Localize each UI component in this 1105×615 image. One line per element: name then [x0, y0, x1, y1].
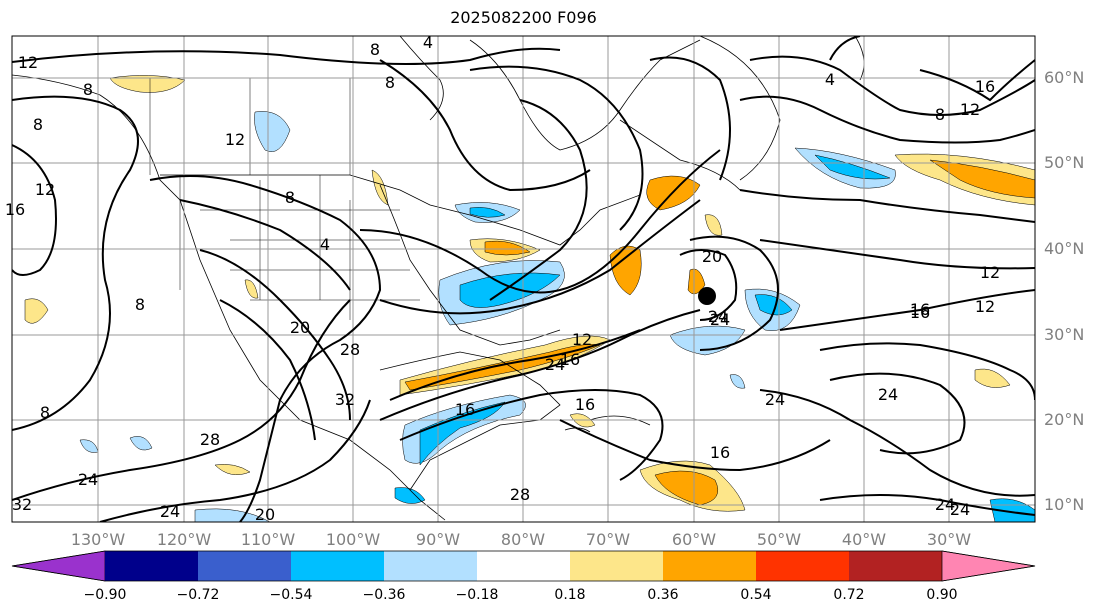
latitude-label: 50°N: [1044, 153, 1085, 172]
contour-label: 8: [135, 295, 145, 314]
colorbar-tick-label: −0.90: [83, 587, 127, 603]
contour-label: 28: [340, 340, 360, 359]
latitude-label: 60°N: [1044, 68, 1085, 87]
contour-label: 20: [255, 505, 275, 524]
contour-lines: [12, 36, 1035, 522]
contour-label: 16: [5, 200, 25, 219]
contour-label: 24: [160, 502, 180, 521]
contour-label: 24: [950, 500, 970, 519]
contour-label: 24: [878, 385, 898, 404]
contour-label: 8: [370, 40, 380, 59]
colorbar-tick-label: −0.54: [269, 587, 313, 603]
shading-negative: [79, 111, 1035, 522]
contour-label: 28: [510, 485, 530, 504]
contour-label: 8: [935, 105, 945, 124]
colorbar-tick-label: −0.36: [362, 587, 406, 603]
colorbar-segment: [849, 551, 942, 581]
contour-label: 24: [765, 390, 785, 409]
colorbar-extend-low: [11, 550, 106, 582]
colorbar-tick-label: 0.36: [647, 587, 679, 603]
longitude-label: 70°W: [585, 530, 631, 549]
longitude-label: 100°W: [325, 530, 381, 549]
longitude-label: 80°W: [500, 530, 546, 549]
longitude-label: 130°W: [70, 530, 126, 549]
contour-label: 16: [710, 443, 730, 462]
contour-label: 20: [290, 318, 310, 337]
contour-label: 16: [910, 300, 930, 319]
contour-label: 24: [935, 495, 955, 514]
contour-label: 8: [285, 188, 295, 207]
latitude-label: 10°N: [1044, 495, 1085, 514]
contour-label: 32: [335, 390, 355, 409]
coastlines: [12, 36, 865, 521]
contour-label: 16: [910, 303, 930, 322]
colorbar-tick-label: 0.72: [833, 587, 865, 603]
contour-label: 24: [78, 470, 98, 489]
longitude-label: 50°W: [756, 530, 802, 549]
contour-label: 8: [83, 80, 93, 99]
contour-label: 32: [12, 495, 32, 514]
colorbar: [11, 550, 1036, 582]
longitude-label: 90°W: [415, 530, 461, 549]
colorbar-segment: [756, 551, 849, 581]
longitude-label: 60°W: [671, 530, 717, 549]
colorbar-segment: [570, 551, 663, 581]
contour-label: 12: [980, 263, 1000, 282]
colorbar-segment: [198, 551, 291, 581]
contour-label: 16: [560, 350, 580, 369]
colorbar-segment: [384, 551, 477, 581]
colorbar-tick-label: 0.90: [926, 587, 958, 603]
grid-lines: [12, 36, 1035, 522]
longitude-label: 40°W: [841, 530, 887, 549]
contour-label: 4: [423, 33, 433, 52]
contour-label: 24: [708, 307, 728, 326]
longitude-label: 110°W: [240, 530, 296, 549]
colorbar-tick-label: 0.18: [554, 587, 586, 603]
contour-label: 8: [40, 403, 50, 422]
contour-label: 12: [18, 53, 38, 72]
contour-label: 12: [225, 130, 245, 149]
colorbar-segment: [105, 551, 198, 581]
latitude-label: 30°N: [1044, 325, 1085, 344]
colorbar-segment: [291, 551, 384, 581]
colorbar-tick-label: −0.72: [176, 587, 220, 603]
colorbar-tick-label: −0.18: [455, 587, 499, 603]
longitude-label: 120°W: [156, 530, 212, 549]
latitude-label: 40°N: [1044, 239, 1085, 258]
colorbar-tick-label: 0.54: [740, 587, 772, 603]
contour-label: 4: [320, 235, 330, 254]
contour-label: 4: [825, 70, 835, 89]
contour-label: 8: [385, 73, 395, 92]
contour-label: 28: [200, 430, 220, 449]
contour-label: 20: [702, 247, 722, 266]
contour-label: 24: [710, 310, 730, 329]
contour-label: 24: [545, 355, 565, 374]
contour-label: 12: [960, 100, 980, 119]
contour-label: 16: [455, 400, 475, 419]
contour-label: 12: [975, 297, 995, 316]
colorbar-segment: [477, 551, 570, 581]
contour-label: 16: [975, 77, 995, 96]
contour-label: 16: [575, 395, 595, 414]
contour-label: 8: [33, 115, 43, 134]
contour-label: 12: [572, 330, 592, 349]
contour-label: 12: [35, 180, 55, 199]
storm-center-marker: [698, 287, 716, 305]
colorbar-segment: [663, 551, 756, 581]
longitude-label: 30°W: [926, 530, 972, 549]
map-title: 2025082200 F096: [450, 8, 597, 27]
colorbar-extend-high: [941, 550, 1036, 582]
latitude-label: 20°N: [1044, 410, 1085, 429]
